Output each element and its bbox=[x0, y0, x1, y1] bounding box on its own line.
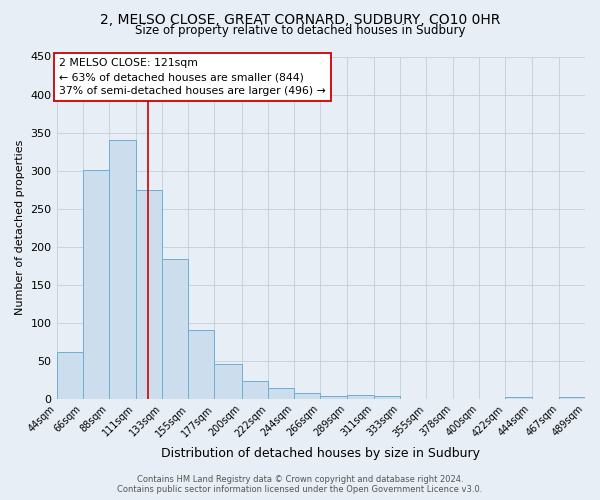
Text: Size of property relative to detached houses in Sudbury: Size of property relative to detached ho… bbox=[135, 24, 465, 37]
Bar bbox=[294, 394, 320, 399]
Text: Contains HM Land Registry data © Crown copyright and database right 2024.
Contai: Contains HM Land Registry data © Crown c… bbox=[118, 474, 482, 494]
Bar bbox=[214, 364, 242, 399]
Y-axis label: Number of detached properties: Number of detached properties bbox=[15, 140, 25, 316]
Bar bbox=[347, 395, 374, 399]
X-axis label: Distribution of detached houses by size in Sudbury: Distribution of detached houses by size … bbox=[161, 447, 480, 460]
Text: 2 MELSO CLOSE: 121sqm
← 63% of detached houses are smaller (844)
37% of semi-det: 2 MELSO CLOSE: 121sqm ← 63% of detached … bbox=[59, 58, 326, 96]
Bar bbox=[188, 330, 214, 399]
Bar bbox=[374, 396, 400, 399]
Bar bbox=[320, 396, 347, 399]
Bar bbox=[162, 259, 188, 399]
Bar bbox=[268, 388, 294, 399]
Bar bbox=[505, 396, 532, 399]
Text: 2, MELSO CLOSE, GREAT CORNARD, SUDBURY, CO10 0HR: 2, MELSO CLOSE, GREAT CORNARD, SUDBURY, … bbox=[100, 12, 500, 26]
Bar bbox=[136, 190, 162, 399]
Bar bbox=[242, 382, 268, 399]
Bar bbox=[83, 170, 109, 399]
Bar bbox=[559, 396, 585, 399]
Bar bbox=[56, 352, 83, 399]
Bar bbox=[109, 140, 136, 399]
